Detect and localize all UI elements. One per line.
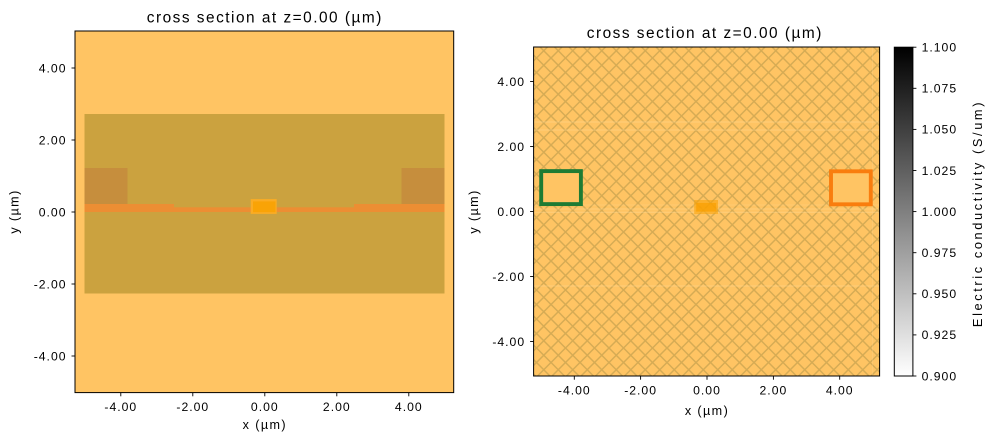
svg-text:4.00: 4.00 bbox=[826, 384, 854, 398]
svg-text:-4.00: -4.00 bbox=[104, 400, 137, 414]
svg-text:0.925: 0.925 bbox=[922, 328, 958, 342]
svg-text:1.000: 1.000 bbox=[922, 205, 958, 219]
svg-text:-2.00: -2.00 bbox=[34, 277, 67, 291]
svg-text:0.900: 0.900 bbox=[922, 369, 958, 383]
svg-text:-4.00: -4.00 bbox=[34, 349, 67, 363]
svg-text:0.00: 0.00 bbox=[497, 205, 525, 219]
svg-text:1.075: 1.075 bbox=[922, 82, 958, 96]
svg-text:-2.00: -2.00 bbox=[492, 270, 525, 284]
svg-text:1.050: 1.050 bbox=[922, 123, 958, 137]
svg-text:4.00: 4.00 bbox=[39, 61, 67, 75]
svg-text:x (µm): x (µm) bbox=[685, 404, 729, 418]
svg-text:y (µm): y (µm) bbox=[8, 189, 22, 233]
svg-text:1.025: 1.025 bbox=[922, 164, 958, 178]
svg-text:0.00: 0.00 bbox=[39, 205, 67, 219]
svg-text:y (µm): y (µm) bbox=[467, 189, 481, 233]
svg-text:2.00: 2.00 bbox=[39, 133, 67, 147]
svg-text:0.00: 0.00 bbox=[693, 384, 721, 398]
svg-text:2.00: 2.00 bbox=[323, 400, 351, 414]
svg-text:x (µm): x (µm) bbox=[243, 418, 287, 432]
svg-text:-4.00: -4.00 bbox=[492, 335, 525, 349]
svg-text:1.100: 1.100 bbox=[922, 41, 958, 55]
svg-text:0.975: 0.975 bbox=[922, 246, 958, 260]
svg-text:-4.00: -4.00 bbox=[558, 384, 591, 398]
svg-text:-2.00: -2.00 bbox=[176, 400, 209, 414]
svg-text:0.00: 0.00 bbox=[251, 400, 279, 414]
svg-text:cross section at z=0.00 (µm): cross section at z=0.00 (µm) bbox=[147, 10, 383, 27]
svg-text:2.00: 2.00 bbox=[760, 384, 788, 398]
svg-text:-2.00: -2.00 bbox=[624, 384, 657, 398]
svg-text:4.00: 4.00 bbox=[497, 75, 525, 89]
svg-text:0.950: 0.950 bbox=[922, 287, 958, 301]
svg-text:2.00: 2.00 bbox=[497, 140, 525, 154]
svg-text:4.00: 4.00 bbox=[395, 400, 423, 414]
svg-text:Electric conductivity (S/um): Electric conductivity (S/um) bbox=[970, 100, 985, 327]
svg-text:cross section at z=0.00 (µm): cross section at z=0.00 (µm) bbox=[587, 25, 823, 42]
